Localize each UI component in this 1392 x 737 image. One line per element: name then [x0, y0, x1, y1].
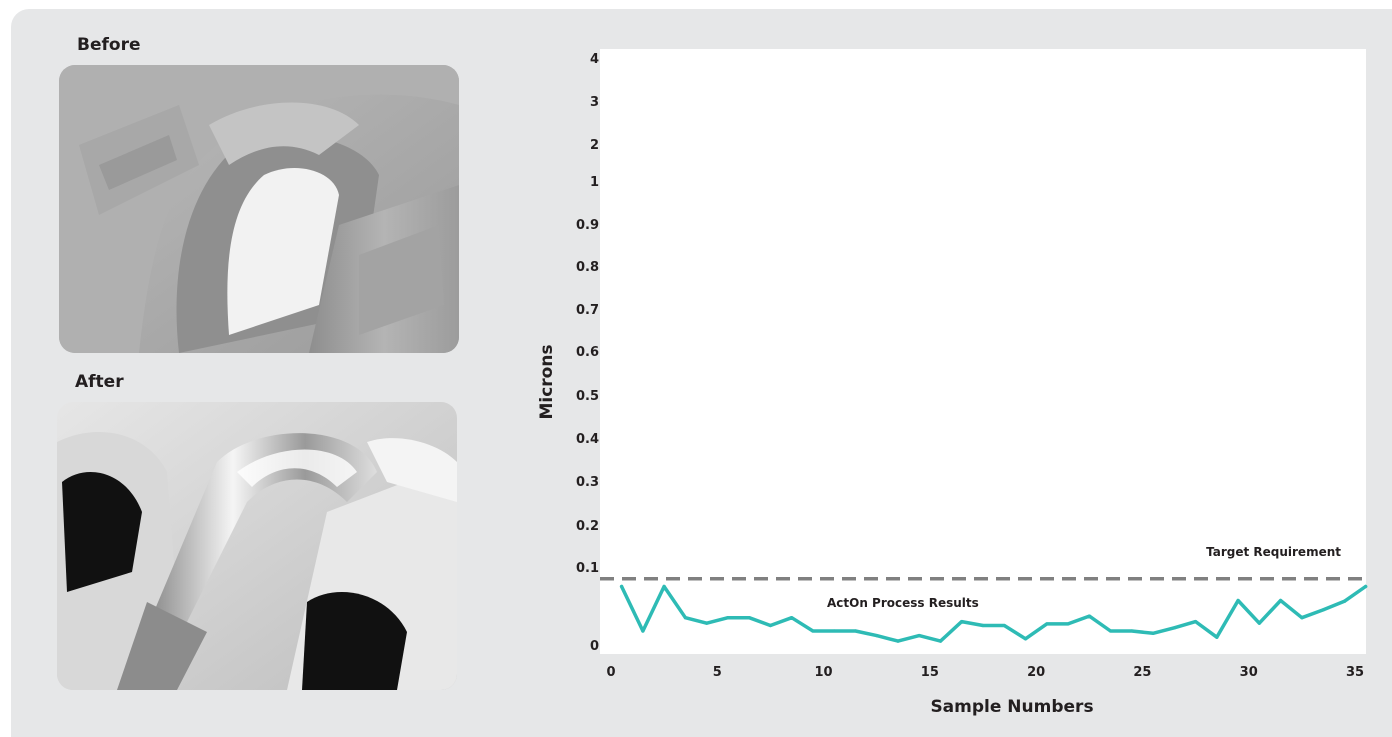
data-point — [1342, 599, 1346, 603]
before-photo — [59, 65, 459, 353]
plot-area — [600, 49, 1366, 654]
data-point — [683, 616, 688, 620]
series-line-acton — [619, 584, 1368, 643]
data-point — [811, 629, 815, 633]
x-tick-label: 25 — [1133, 665, 1151, 680]
data-point — [1002, 623, 1006, 628]
y-axis-title: Microns — [537, 344, 557, 419]
data-point — [1321, 608, 1325, 612]
y-tick-label: 0 — [590, 639, 599, 654]
data-point — [853, 629, 858, 633]
series-points — [620, 584, 1368, 643]
x-tick-label: 0 — [606, 665, 615, 680]
x-tick-label: 5 — [713, 665, 722, 680]
data-point — [960, 620, 964, 624]
after-photo — [57, 402, 457, 690]
x-tick-label: 30 — [1240, 665, 1258, 680]
x-tick-label: 20 — [1027, 665, 1045, 680]
y-axis-ticks: 0 0.1 0.2 0.3 0.4 0.5 0.6 0.7 0.8 0.9 1 2 3 4 — [576, 52, 599, 654]
series-label: ActOn Process Results — [827, 596, 979, 610]
data-point — [1364, 584, 1368, 589]
data-point — [875, 634, 879, 638]
data-point — [1151, 631, 1155, 635]
data-point — [726, 616, 730, 620]
data-point — [1236, 598, 1240, 603]
data-point — [981, 623, 985, 628]
y-tick-label: 1 — [590, 175, 599, 190]
target-requirement-label: Target Requirement — [1206, 545, 1341, 559]
data-point — [790, 616, 794, 620]
data-point — [1130, 629, 1134, 633]
x-axis-title: Sample Numbers — [930, 697, 1093, 717]
data-point — [1215, 635, 1219, 639]
chart: 0 0.1 0.2 0.3 0.4 0.5 0.6 0.7 0.8 0.9 1 2 3 4 0 5 10 15 2… — [537, 49, 1368, 717]
y-tick-label: 4 — [590, 52, 599, 67]
before-label: Before — [77, 35, 141, 55]
data-point — [1023, 637, 1028, 641]
data-point — [1087, 614, 1091, 618]
data-point — [768, 623, 773, 628]
data-point — [747, 616, 751, 620]
data-point — [641, 629, 645, 633]
data-point — [1300, 616, 1304, 620]
data-point — [1172, 626, 1176, 630]
x-tick-label: 10 — [815, 665, 833, 680]
data-point — [917, 634, 921, 638]
data-point — [1257, 621, 1261, 625]
y-tick-label: 2 — [590, 138, 599, 153]
data-point — [705, 621, 709, 625]
data-point — [832, 629, 836, 633]
x-axis-ticks: 0 5 10 15 20 25 30 35 — [606, 665, 1364, 680]
y-tick-label: 0.6 — [576, 345, 599, 360]
y-tick-label: 0.4 — [576, 432, 599, 447]
y-tick-label: 0.2 — [576, 519, 599, 534]
figure-panel: Before After — [11, 9, 1392, 737]
data-point — [620, 584, 624, 589]
data-point — [1045, 622, 1049, 626]
x-tick-label: 35 — [1346, 665, 1364, 680]
y-tick-label: 3 — [590, 95, 599, 110]
after-label: After — [75, 372, 124, 392]
data-point — [1279, 598, 1283, 603]
data-point — [896, 639, 900, 643]
data-point — [1066, 622, 1070, 626]
data-point — [938, 639, 943, 643]
data-point — [1193, 620, 1198, 624]
x-tick-label: 15 — [921, 665, 939, 680]
y-tick-label: 0.7 — [576, 303, 599, 318]
y-tick-label: 0.1 — [576, 561, 599, 576]
y-tick-label: 0.3 — [576, 475, 599, 490]
y-tick-label: 0.5 — [576, 389, 599, 404]
y-tick-label: 0.9 — [576, 218, 599, 233]
y-tick-label: 0.8 — [576, 260, 599, 275]
data-point — [1108, 629, 1113, 633]
data-point — [662, 584, 666, 589]
